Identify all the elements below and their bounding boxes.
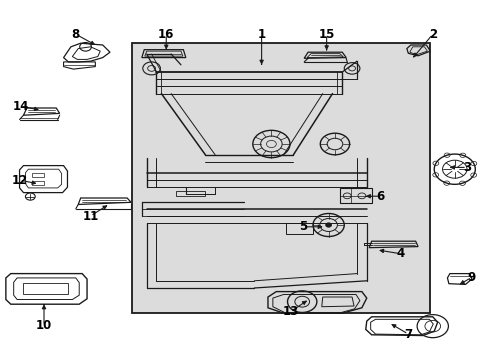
Text: 10: 10 xyxy=(36,319,52,332)
Text: 3: 3 xyxy=(462,161,470,174)
Bar xyxy=(339,188,371,203)
Text: 8: 8 xyxy=(72,28,80,41)
Text: 4: 4 xyxy=(396,247,404,260)
Text: 2: 2 xyxy=(428,28,436,41)
Bar xyxy=(132,43,429,313)
Text: 16: 16 xyxy=(158,28,174,41)
Text: 7: 7 xyxy=(404,328,411,341)
Text: 13: 13 xyxy=(282,305,299,318)
Text: 15: 15 xyxy=(318,28,334,41)
Text: 1: 1 xyxy=(257,28,265,41)
Text: 14: 14 xyxy=(12,100,29,113)
Text: 6: 6 xyxy=(376,190,384,203)
Circle shape xyxy=(325,223,331,227)
Bar xyxy=(285,223,312,234)
Text: 11: 11 xyxy=(82,210,99,222)
Text: 12: 12 xyxy=(11,174,28,186)
Text: 9: 9 xyxy=(467,271,475,284)
Text: 5: 5 xyxy=(299,220,306,233)
